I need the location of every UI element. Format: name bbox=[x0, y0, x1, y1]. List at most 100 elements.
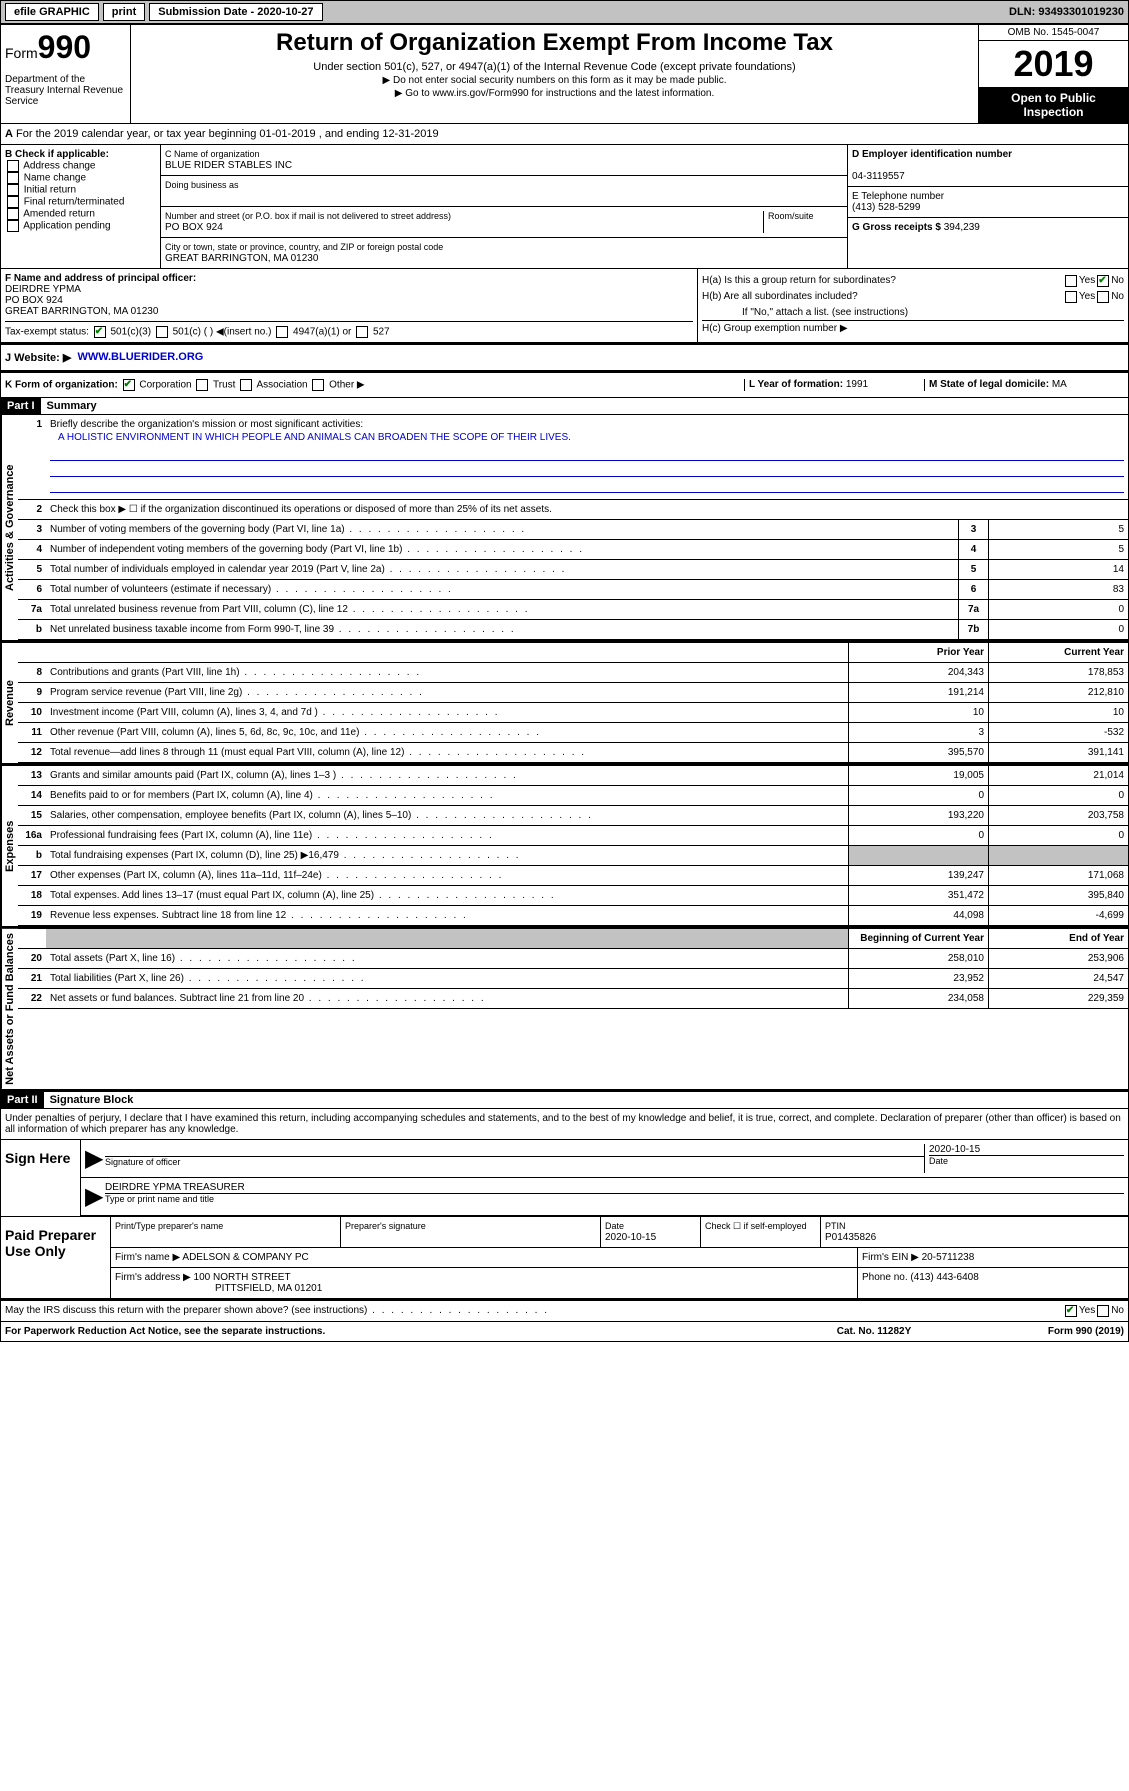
part2-title: Signature Block bbox=[44, 1092, 140, 1108]
hdr-current: Current Year bbox=[988, 643, 1128, 662]
city-label: City or town, state or province, country… bbox=[165, 242, 443, 252]
part1-title: Summary bbox=[41, 398, 103, 414]
row-j: J Website: ▶ WWW.BLUERIDER.ORG bbox=[1, 345, 1128, 373]
website-label: J Website: ▶ bbox=[5, 351, 71, 364]
opt-assoc: Association bbox=[256, 380, 307, 391]
527-checkbox[interactable] bbox=[356, 326, 368, 338]
tax-year: 2019 bbox=[979, 41, 1128, 87]
firm-name-label: Firm's name ▶ bbox=[115, 1252, 180, 1263]
sign-block: Sign Here ▶ Signature of officer 2020-10… bbox=[1, 1140, 1128, 1217]
ha-label: H(a) Is this a group return for subordin… bbox=[702, 275, 1063, 287]
part1-label: Part I bbox=[1, 398, 41, 414]
officer-name: DEIRDRE YPMA bbox=[5, 284, 81, 295]
check-item[interactable] bbox=[7, 184, 19, 196]
form-number: 990 bbox=[38, 29, 91, 65]
trust-checkbox[interactable] bbox=[196, 379, 208, 391]
room-label: Room/suite bbox=[768, 211, 814, 221]
hb-yes[interactable] bbox=[1065, 291, 1077, 303]
firm-name: ADELSON & COMPANY PC bbox=[182, 1252, 308, 1263]
prep-date-label: Date bbox=[605, 1221, 624, 1231]
subtitle-2: ▶ Do not enter social security numbers o… bbox=[135, 75, 974, 86]
col-d: D Employer identification number 04-3119… bbox=[848, 145, 1128, 268]
tax-exempt-label: Tax-exempt status: bbox=[5, 327, 89, 338]
firm-addr2: PITTSFIELD, MA 01201 bbox=[115, 1283, 322, 1294]
cat-no: Cat. No. 11282Y bbox=[774, 1326, 974, 1337]
part2-header: Part II Signature Block bbox=[1, 1092, 1128, 1109]
org-city: GREAT BARRINGTON, MA 01230 bbox=[165, 253, 318, 264]
firm-phone: (413) 443-6408 bbox=[910, 1272, 978, 1283]
discuss-text: May the IRS discuss this return with the… bbox=[5, 1305, 1063, 1317]
firm-ein: 20-5711238 bbox=[922, 1252, 975, 1263]
corp-checkbox[interactable] bbox=[123, 379, 135, 391]
receipts-value: 394,239 bbox=[944, 222, 980, 233]
ptin-label: PTIN bbox=[825, 1221, 846, 1231]
addr-label: Number and street (or P.O. box if mail i… bbox=[165, 211, 451, 221]
check-item[interactable] bbox=[7, 196, 19, 208]
dln-label: DLN: 93493301019230 bbox=[1009, 6, 1124, 18]
check-item[interactable] bbox=[7, 160, 19, 172]
discuss-row: May the IRS discuss this return with the… bbox=[1, 1301, 1128, 1322]
501c-checkbox[interactable] bbox=[156, 326, 168, 338]
q2-label: Check this box ▶ ☐ if the organization d… bbox=[46, 500, 1128, 519]
hc-label: H(c) Group exemption number ▶ bbox=[702, 320, 1124, 336]
opt-501c3: 501(c)(3) bbox=[110, 327, 151, 338]
hb-no[interactable] bbox=[1097, 291, 1109, 303]
form-header: Form990 Department of the Treasury Inter… bbox=[1, 25, 1128, 124]
501c3-checkbox[interactable] bbox=[94, 326, 106, 338]
prep-date: 2020-10-15 bbox=[605, 1232, 656, 1243]
website-link[interactable]: WWW.BLUERIDER.ORG bbox=[77, 351, 203, 364]
firm-phone-label: Phone no. bbox=[862, 1272, 908, 1283]
opt-other: Other ▶ bbox=[329, 380, 364, 391]
print-button[interactable]: print bbox=[103, 3, 145, 21]
dba-label: Doing business as bbox=[165, 180, 239, 190]
sign-here-label: Sign Here bbox=[1, 1140, 81, 1216]
discuss-no[interactable] bbox=[1097, 1305, 1109, 1317]
subtitle-3: ▶ Go to www.irs.gov/Form990 for instruct… bbox=[135, 88, 974, 99]
check-item[interactable] bbox=[7, 208, 19, 220]
assoc-checkbox[interactable] bbox=[240, 379, 252, 391]
opt-trust: Trust bbox=[213, 380, 235, 391]
perjury-text: Under penalties of perjury, I declare th… bbox=[1, 1109, 1128, 1140]
row-k: K Form of organization: Corporation Trus… bbox=[1, 373, 1128, 398]
officer-addr1: PO BOX 924 bbox=[5, 295, 63, 306]
opt-527: 527 bbox=[373, 327, 390, 338]
check-item[interactable] bbox=[7, 172, 19, 184]
signer-name: DEIRDRE YPMA TREASURER bbox=[105, 1182, 245, 1193]
form-title: Return of Organization Exempt From Incom… bbox=[135, 29, 974, 57]
sig-date-label: Date bbox=[929, 1155, 1124, 1166]
receipts-label: G Gross receipts $ bbox=[852, 222, 941, 233]
topbar: efile GRAPHIC print Submission Date - 20… bbox=[0, 0, 1129, 24]
year-form-val: 1991 bbox=[846, 379, 868, 390]
discuss-yes[interactable] bbox=[1065, 1305, 1077, 1317]
col-c: C Name of organization BLUE RIDER STABLE… bbox=[161, 145, 848, 268]
ha-no[interactable] bbox=[1097, 275, 1109, 287]
label-governance: Activities & Governance bbox=[1, 415, 18, 640]
ha-yes[interactable] bbox=[1065, 275, 1077, 287]
row-fh: F Name and address of principal officer:… bbox=[1, 269, 1128, 345]
opt-4947: 4947(a)(1) or bbox=[293, 327, 351, 338]
check-item[interactable] bbox=[7, 220, 19, 232]
hdr-prior: Prior Year bbox=[848, 643, 988, 662]
submission-button[interactable]: Submission Date - 2020-10-27 bbox=[149, 3, 322, 21]
form-main: Form990 Department of the Treasury Inter… bbox=[0, 24, 1129, 1342]
col-b: B Check if applicable: Address change Na… bbox=[1, 145, 161, 268]
self-emp-label: Check ☐ if self-employed bbox=[705, 1221, 807, 1231]
org-name: BLUE RIDER STABLES INC bbox=[165, 160, 292, 171]
opt-corp: Corporation bbox=[139, 380, 191, 391]
officer-label: F Name and address of principal officer: bbox=[5, 273, 196, 284]
hdr-end: End of Year bbox=[988, 929, 1128, 948]
ein-label: D Employer identification number bbox=[852, 149, 1012, 160]
opt-501c: 501(c) ( ) ◀(insert no.) bbox=[173, 327, 272, 338]
open-inspection: Open to Public Inspection bbox=[979, 87, 1128, 123]
other-checkbox[interactable] bbox=[312, 379, 324, 391]
prep-name-label: Print/Type preparer's name bbox=[115, 1221, 223, 1231]
tax-year-text: For the 2019 calendar year, or tax year … bbox=[16, 128, 439, 140]
sig-officer-label: Signature of officer bbox=[105, 1157, 180, 1167]
firm-ein-label: Firm's EIN ▶ bbox=[862, 1252, 919, 1263]
year-form-label: L Year of formation: bbox=[749, 379, 843, 390]
label-expenses: Expenses bbox=[1, 766, 18, 926]
form-org-label: K Form of organization: bbox=[5, 380, 118, 391]
4947-checkbox[interactable] bbox=[276, 326, 288, 338]
paid-preparer-block: Paid Preparer Use Only Print/Type prepar… bbox=[1, 1217, 1128, 1301]
efile-button[interactable]: efile GRAPHIC bbox=[5, 3, 99, 21]
